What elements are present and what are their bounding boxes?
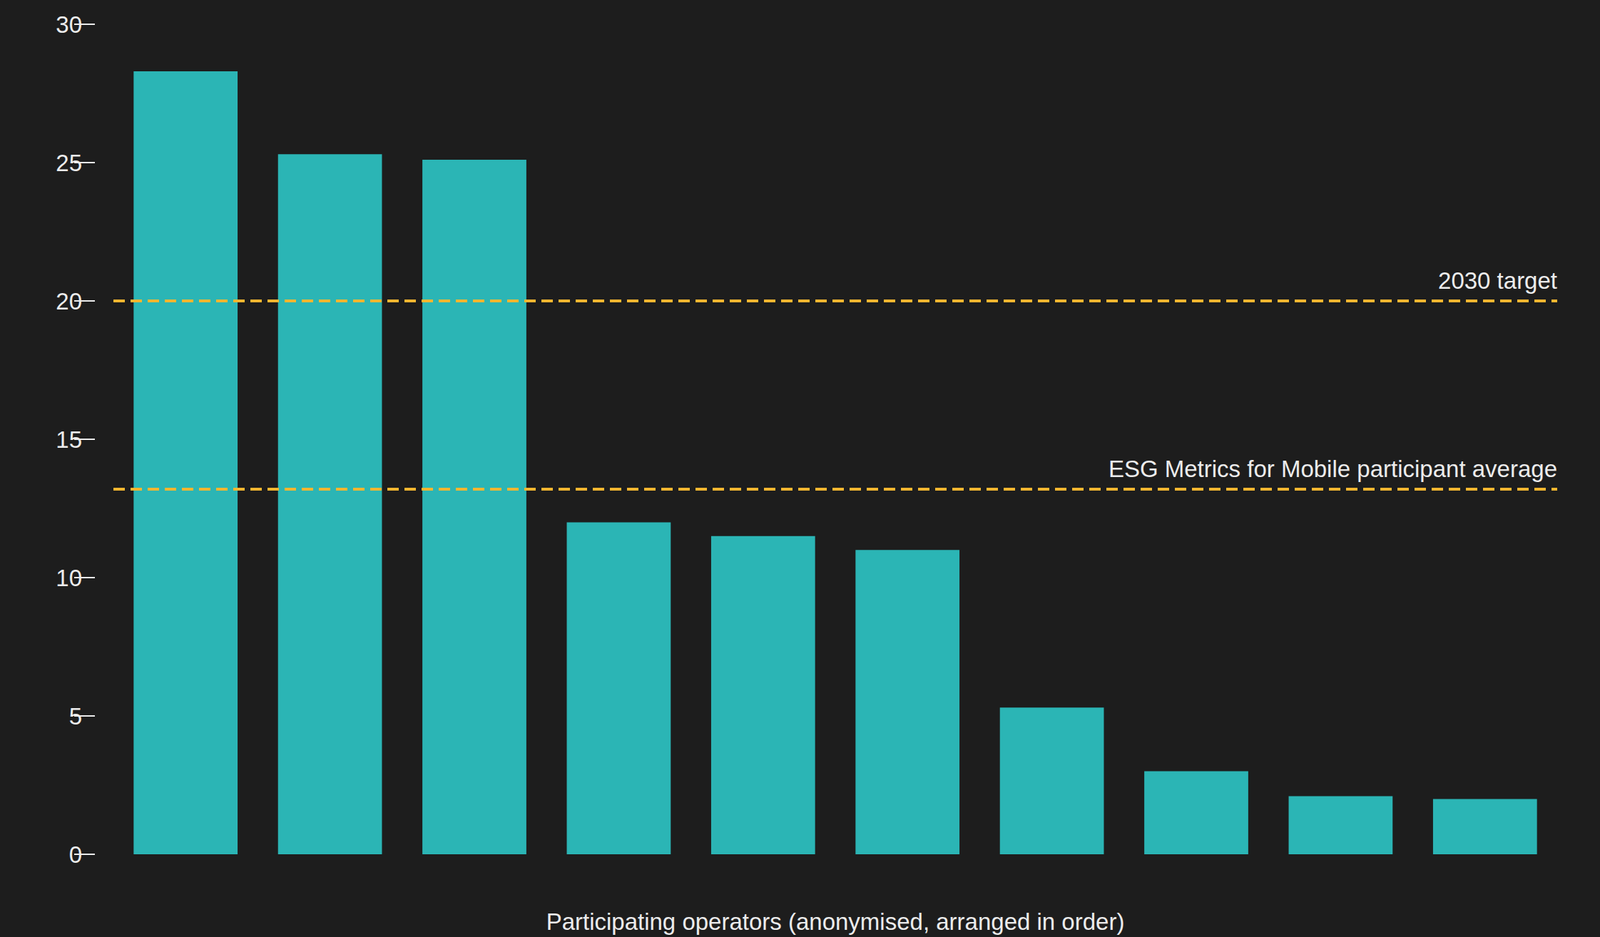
svg-text:0: 0 [69, 841, 83, 869]
svg-text:10: 10 [55, 564, 83, 592]
svg-text:30: 30 [55, 11, 83, 38]
svg-text:5: 5 [69, 703, 83, 730]
svg-text:2030 target: 2030 target [1438, 267, 1558, 294]
svg-text:ESG Metrics for Mobile partici: ESG Metrics for Mobile participant avera… [1108, 455, 1558, 483]
svg-text:25: 25 [55, 149, 83, 177]
svg-text:Participating operators (anony: Participating operators (anonymised, arr… [546, 908, 1125, 936]
svg-text:15: 15 [55, 426, 83, 453]
svg-text:20: 20 [55, 288, 83, 315]
